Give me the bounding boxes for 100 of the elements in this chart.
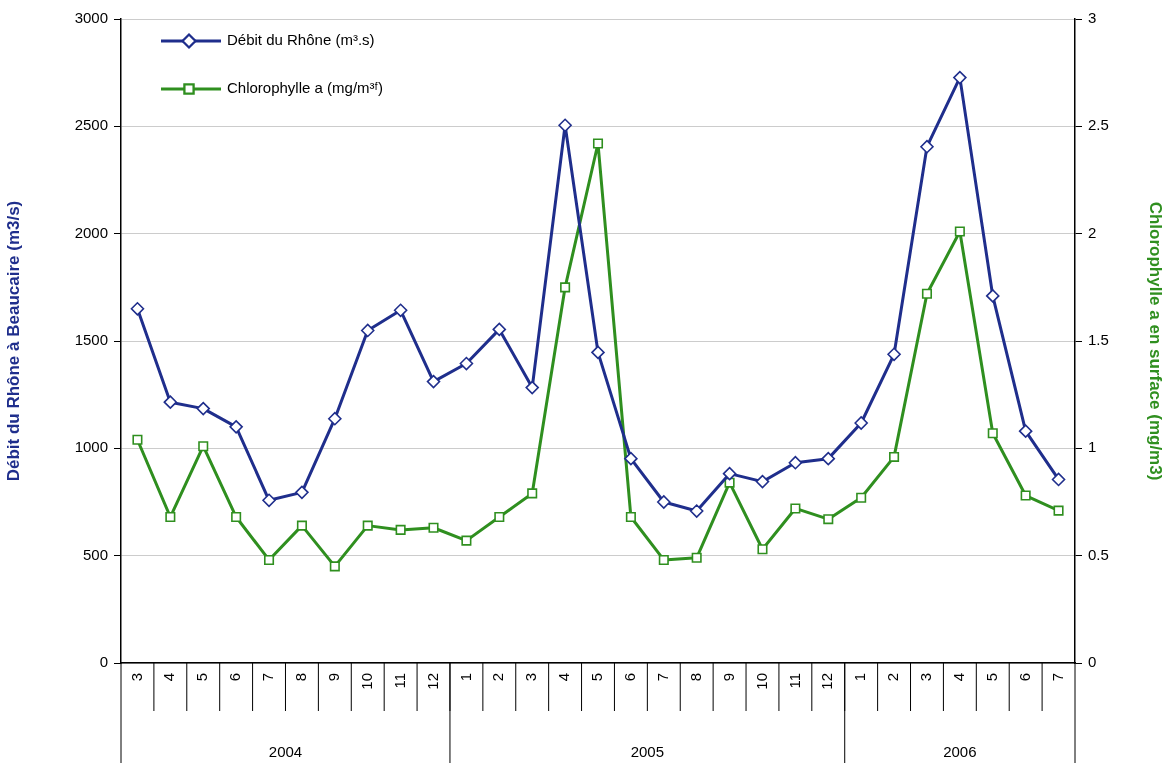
x-tick-label: 2	[884, 673, 902, 682]
point	[854, 416, 868, 430]
x-tick-label: 9	[719, 673, 737, 682]
x-tick-label: 6	[1015, 673, 1033, 682]
x-tick-label: 10	[357, 673, 375, 690]
point	[920, 139, 934, 154]
x-tick-label: 7	[653, 673, 671, 682]
point	[689, 504, 704, 518]
point	[426, 374, 441, 389]
x-tick-label: 3	[522, 673, 540, 682]
y-tick-label: 3000	[74, 9, 108, 27]
x-tick-label: 12	[818, 673, 836, 690]
y2-tick-label: 2.5	[1088, 116, 1109, 134]
point	[755, 474, 770, 489]
point	[921, 288, 933, 299]
x-tick-label: 12	[423, 673, 441, 690]
point	[1018, 424, 1033, 438]
x-tick-label: 3	[127, 673, 145, 682]
point	[362, 520, 373, 531]
x-tick-label: 8	[686, 673, 704, 682]
point	[656, 495, 671, 509]
x-tick-label: 1	[456, 673, 474, 682]
x-tick-label: 4	[160, 673, 178, 682]
point	[295, 485, 309, 500]
text: 2005	[630, 743, 665, 761]
point	[558, 118, 572, 133]
x-tick-label: 3	[917, 673, 935, 682]
x-tick-label: 1	[851, 673, 869, 682]
point	[625, 511, 636, 523]
point	[592, 138, 604, 149]
point	[492, 322, 507, 337]
y-tick-label: 1500	[74, 331, 108, 349]
legend-label: Chlorophylle a (mg/m³ᶠ)	[227, 79, 383, 97]
point	[953, 70, 967, 85]
point	[722, 466, 737, 481]
point	[461, 535, 472, 546]
point	[459, 356, 474, 371]
y-axis-title: Débit du Rhône à Beaucaire (m3/s)	[3, 200, 23, 482]
point	[198, 441, 209, 452]
point	[757, 544, 768, 555]
y-tick-label: 2500	[74, 116, 108, 134]
point	[395, 524, 406, 535]
point	[196, 401, 211, 416]
x-tick-label: 8	[292, 673, 310, 682]
y-tick-label: 0	[99, 653, 108, 671]
point	[1053, 505, 1064, 516]
y-tick-label: 1000	[74, 438, 108, 456]
point	[163, 395, 178, 409]
y-tick-label: 500	[82, 545, 108, 563]
point	[560, 282, 571, 293]
x-tick-label: 7	[259, 673, 277, 682]
point	[296, 520, 307, 531]
point	[328, 411, 342, 426]
point	[231, 511, 242, 523]
text: 2004	[268, 743, 303, 761]
point	[691, 552, 702, 563]
text: 2006	[943, 743, 977, 761]
x-tick-label: 10	[752, 673, 770, 690]
point	[263, 554, 275, 565]
point	[790, 503, 801, 514]
point	[165, 511, 176, 523]
x-tick-label: 11	[785, 673, 803, 689]
x-tick-label: 5	[588, 673, 606, 682]
point	[229, 420, 243, 434]
legend-label: Débit du Rhône (m³.s)	[227, 31, 375, 49]
x-tick-label: 4	[950, 673, 967, 682]
point	[788, 455, 803, 470]
x-tick-label: 9	[324, 673, 342, 682]
y2-tick-label: 3	[1088, 9, 1097, 27]
y2-axis-title: Chlorophylle a en surface (mg/m3)	[1146, 201, 1166, 481]
point	[985, 289, 1000, 303]
point	[624, 451, 638, 466]
point	[887, 347, 901, 362]
point	[954, 226, 965, 237]
point	[428, 522, 439, 533]
point	[1051, 472, 1066, 487]
point	[329, 561, 340, 572]
point	[130, 302, 145, 316]
point	[494, 511, 505, 523]
point	[527, 488, 538, 499]
y2-tick-label: 0.5	[1088, 545, 1109, 563]
x-tick-label: 4	[555, 673, 573, 682]
y2-tick-label: 1	[1088, 438, 1097, 456]
point	[393, 303, 408, 318]
point	[821, 451, 836, 466]
point	[132, 434, 143, 445]
x-tick-label: 2	[489, 673, 507, 682]
y-tick-label: 2000	[74, 223, 108, 241]
point	[823, 514, 834, 525]
point	[987, 428, 998, 439]
y2-tick-label: 0	[1088, 653, 1097, 671]
point	[591, 345, 605, 360]
point	[1020, 490, 1031, 501]
point	[360, 323, 375, 338]
point	[262, 493, 276, 508]
y2-tick-label: 2	[1088, 223, 1097, 241]
point	[856, 492, 867, 503]
point	[658, 554, 669, 565]
x-tick-label: 6	[621, 673, 639, 682]
x-tick-label: 5	[193, 673, 211, 682]
